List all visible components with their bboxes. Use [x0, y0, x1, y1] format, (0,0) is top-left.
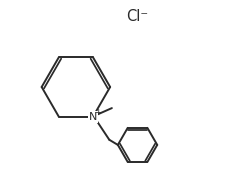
Text: +: + [94, 108, 102, 117]
Text: Cl⁻: Cl⁻ [127, 9, 149, 24]
Text: N: N [89, 112, 97, 122]
